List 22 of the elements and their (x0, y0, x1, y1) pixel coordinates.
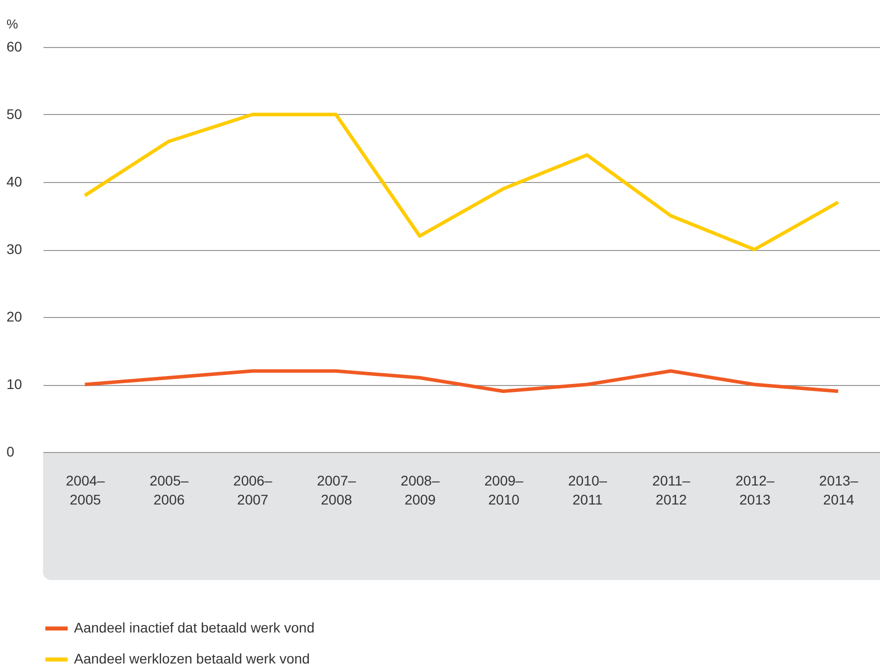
x-tick-label: 2012–2013 (735, 472, 775, 508)
y-tick-label: 30 (6, 241, 22, 257)
x-tick-label: 2008–2009 (400, 472, 440, 508)
legend-label: Aandeel inactief dat betaald werk vond (74, 620, 314, 636)
y-tick-label: 50 (6, 106, 22, 122)
x-tick-label: 2004–2005 (66, 472, 106, 508)
legend-label: Aandeel werklozen betaald werk vond (74, 650, 310, 666)
y-tick-label: 40 (6, 174, 22, 190)
y-tick-label: 60 (6, 38, 22, 54)
line-series (83, 369, 840, 393)
x-tick-label: 2013–2014 (819, 472, 858, 508)
y-tick-label: 0 (6, 444, 14, 460)
x-tick-label: 2007–2008 (316, 472, 356, 508)
line-series (83, 112, 840, 252)
x-tick-label: 2005–2006 (150, 472, 189, 508)
x-tick-label: 2006–2007 (233, 472, 272, 508)
x-tick-label: 2009–2010 (484, 472, 524, 508)
x-tick-label: 2010–2011 (568, 472, 608, 508)
x-tick-label: 2011–2012 (652, 472, 690, 508)
y-tick-label: 20 (6, 308, 22, 324)
y-tick-label: 10 (6, 376, 22, 392)
y-axis-title: % (6, 16, 18, 32)
